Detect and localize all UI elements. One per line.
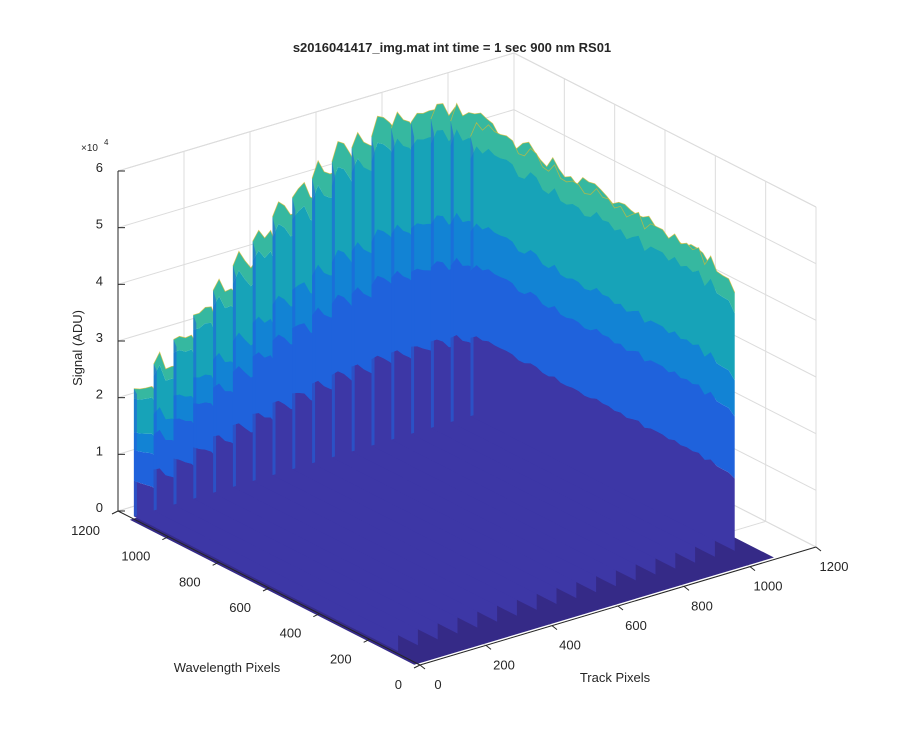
fiber-end-cap bbox=[312, 178, 316, 464]
x-tick-mark bbox=[815, 546, 822, 552]
z-tick-label: 5 bbox=[96, 217, 103, 232]
chart-title: s2016041417_img.mat int time = 1 sec 900… bbox=[293, 40, 611, 55]
fiber-end-cap bbox=[470, 136, 474, 417]
fiber-end-cap bbox=[193, 315, 197, 499]
z-exponent-value: 4 bbox=[104, 138, 109, 147]
fiber-end-cap bbox=[391, 128, 395, 440]
y-tick-mark bbox=[262, 587, 270, 592]
x-tick-mark bbox=[749, 566, 756, 572]
x-tick-label: 1000 bbox=[754, 579, 783, 594]
top-side-edge bbox=[513, 52, 817, 208]
fiber-band-high bbox=[470, 146, 735, 381]
fiber-end-cap bbox=[351, 147, 355, 452]
x-tick-label: 1200 bbox=[820, 559, 849, 574]
axes-layer bbox=[111, 170, 822, 670]
z-tick-label: 1 bbox=[96, 443, 103, 458]
top-back-edge bbox=[117, 52, 515, 172]
fiber-end-cap bbox=[331, 161, 335, 458]
y-tick-mark bbox=[111, 510, 119, 515]
fiber-end-cap bbox=[232, 265, 236, 487]
z-exponent-label: ×10 bbox=[81, 143, 98, 154]
fiber-end-cap bbox=[153, 364, 157, 511]
fiber-end-cap bbox=[371, 136, 375, 446]
fiber-trace bbox=[470, 121, 736, 551]
y-tick-label: 800 bbox=[179, 574, 201, 589]
y-tick-mark bbox=[212, 561, 219, 566]
y-tick-mark bbox=[162, 536, 169, 541]
y-tick-label: 0 bbox=[395, 677, 402, 692]
y-tick-label: 600 bbox=[229, 600, 251, 615]
fiber-crest bbox=[470, 121, 736, 293]
fiber-band-low bbox=[470, 336, 735, 551]
x-tick-label: 0 bbox=[434, 677, 441, 692]
fiber-end-cap bbox=[292, 197, 296, 470]
fiber-end-cap bbox=[411, 122, 415, 434]
z-tick-label: 6 bbox=[96, 160, 103, 175]
tick-layer: 0200400600800100012000200400600800100012… bbox=[71, 160, 848, 692]
fiber-band-mid bbox=[470, 265, 735, 479]
y-tick-label: 400 bbox=[280, 626, 302, 641]
y-tick-label: 1200 bbox=[71, 523, 100, 538]
y-tick-mark bbox=[313, 613, 320, 618]
x-axis-label: Track Pixels bbox=[580, 670, 651, 685]
x-tick-label: 600 bbox=[625, 618, 647, 633]
y-axis-label: Wavelength Pixels bbox=[174, 660, 281, 675]
x-tick-label: 800 bbox=[691, 598, 713, 613]
fiber-end-cap bbox=[252, 241, 256, 481]
z-axis-label: Signal (ADU) bbox=[70, 310, 85, 386]
z-tick-label: 2 bbox=[96, 387, 103, 402]
x-tick-mark bbox=[551, 625, 558, 631]
x-tick-label: 400 bbox=[559, 638, 581, 653]
y-tick-label: 200 bbox=[330, 651, 352, 666]
fiber-end-cap bbox=[450, 121, 454, 422]
x-tick-mark bbox=[485, 644, 492, 650]
fiber-band-top bbox=[470, 122, 735, 314]
z-tick-label: 4 bbox=[96, 273, 103, 288]
z-tick-label: 3 bbox=[96, 330, 103, 345]
fiber-band-upper bbox=[470, 223, 735, 417]
z-side-gridline bbox=[513, 109, 817, 265]
x-tick-mark bbox=[617, 605, 624, 611]
y-tick-mark bbox=[413, 664, 421, 669]
y-tick-mark bbox=[363, 638, 370, 643]
fiber-end-cap bbox=[272, 216, 276, 476]
x-tick-mark bbox=[683, 585, 690, 591]
x-tick-mark bbox=[419, 664, 426, 670]
fiber-end-cap bbox=[133, 388, 137, 517]
fiber-end-cap bbox=[430, 119, 434, 428]
surface-layer bbox=[129, 102, 774, 665]
y-tick-label: 1000 bbox=[121, 549, 150, 564]
z-tick-label: 0 bbox=[96, 500, 103, 515]
fiber-end-cap bbox=[173, 339, 177, 505]
fiber-end-cap bbox=[213, 290, 217, 493]
x-tick-label: 200 bbox=[493, 657, 515, 672]
